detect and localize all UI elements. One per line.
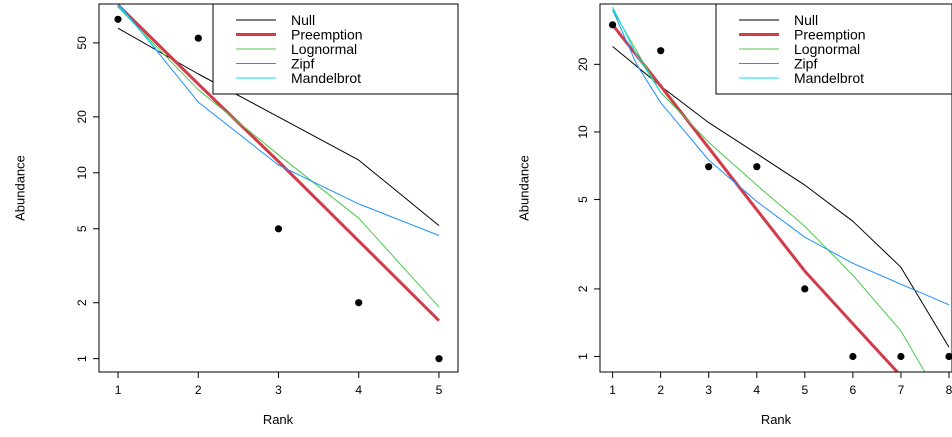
- x-axis-label: Rank: [263, 412, 294, 427]
- data-point: [274, 225, 283, 233]
- plot-area: [114, 4, 443, 363]
- y-tick-label: 2: [576, 285, 590, 292]
- series-line-preemption: [611, 23, 900, 372]
- x-tick-label: 8: [946, 383, 952, 397]
- data-point: [657, 47, 665, 55]
- series-line-mandelbrot: [117, 4, 159, 52]
- y-tick-label: 2: [75, 299, 89, 306]
- series-line-mandelbrot: [612, 6, 662, 93]
- data-point: [897, 352, 905, 361]
- y-tick-label: 5: [75, 225, 89, 232]
- x-tick-label: 3: [275, 383, 282, 397]
- y-tick-label: 5: [576, 196, 590, 203]
- legend-label-null: Null: [794, 12, 818, 28]
- x-tick-label: 7: [898, 383, 905, 397]
- series-line-zipf: [118, 4, 440, 236]
- x-tick-label: 3: [705, 383, 712, 397]
- data-point: [945, 352, 952, 361]
- x-tick-label: 6: [850, 383, 857, 397]
- legend-label-mandelbrot: Mandelbrot: [794, 70, 864, 86]
- legend-label-zipf: Zipf: [291, 56, 314, 72]
- data-point: [435, 355, 443, 363]
- y-axis-label: Abundance: [13, 155, 28, 221]
- series-line-null: [612, 46, 950, 348]
- y-tick-label: 10: [576, 125, 590, 139]
- x-tick-label: 1: [115, 383, 122, 397]
- y-tick-label: 1: [576, 353, 590, 360]
- series-line-lognormal: [117, 6, 440, 308]
- x-tick-label: 4: [753, 383, 760, 397]
- x-tick-label: 4: [355, 383, 362, 397]
- legend-label-lognormal: Lognormal: [794, 41, 860, 57]
- series-line-lognormal: [612, 9, 926, 372]
- x-tick-label: 2: [657, 383, 664, 397]
- legend-label-mandelbrot: Mandelbrot: [291, 70, 361, 86]
- data-point: [849, 352, 857, 361]
- legend-label-preemption: Preemption: [794, 27, 866, 43]
- data-point: [355, 299, 363, 307]
- data-point: [753, 163, 761, 171]
- plot-area: [609, 6, 952, 372]
- y-tick-label: 1: [75, 355, 89, 362]
- legend-label-lognormal: Lognormal: [291, 41, 357, 57]
- x-axis-label: Rank: [761, 412, 792, 427]
- legend-label-preemption: Preemption: [291, 27, 363, 43]
- data-point: [194, 34, 202, 42]
- y-tick-label: 10: [75, 166, 89, 180]
- y-axis-label: Abundance: [517, 155, 532, 221]
- legend-label-null: Null: [291, 12, 315, 28]
- series-line-zipf: [612, 9, 950, 306]
- data-point: [609, 21, 617, 29]
- x-tick-label: 2: [195, 383, 202, 397]
- data-point: [705, 163, 713, 171]
- y-tick-label: 20: [75, 110, 89, 124]
- series-line-preemption: [116, 4, 441, 322]
- data-point: [801, 285, 809, 293]
- y-tick-label: 20: [576, 57, 590, 71]
- y-tick-label: 50: [75, 36, 89, 50]
- x-tick-label: 5: [801, 383, 808, 397]
- x-tick-label: 5: [436, 383, 443, 397]
- legend-label-zipf: Zipf: [794, 56, 817, 72]
- data-point: [114, 15, 122, 23]
- x-tick-label: 1: [609, 383, 616, 397]
